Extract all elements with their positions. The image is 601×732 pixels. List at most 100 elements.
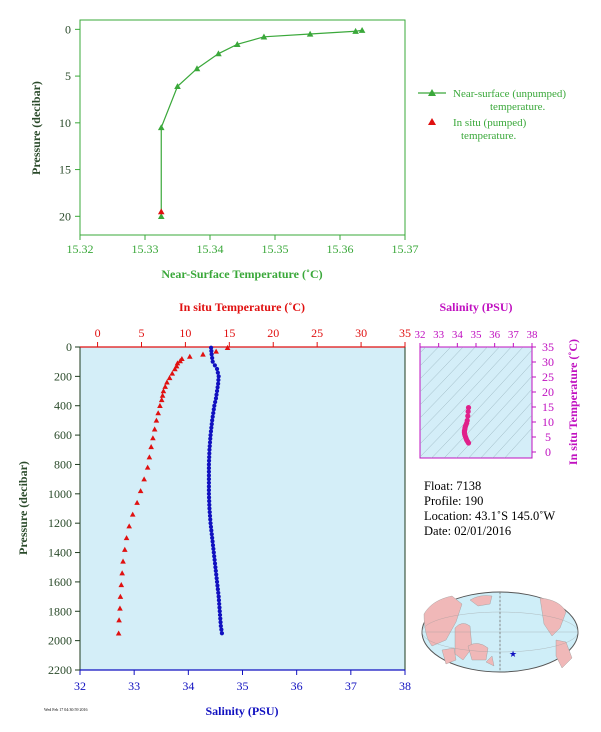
salinity-point	[217, 605, 222, 610]
salinity-point	[206, 484, 212, 489]
ts-point	[465, 405, 472, 411]
profile-y-tick-label: 1000	[48, 487, 72, 501]
salinity-point	[214, 572, 219, 577]
salinity-point	[216, 598, 222, 603]
salinity-point	[209, 528, 214, 533]
near-surface-legend: Near-surface (unpumped) temperature. In s…	[418, 88, 566, 142]
salinity-point	[214, 576, 219, 581]
salinity-point	[208, 517, 213, 522]
salinity-point	[206, 488, 212, 493]
in-situ-point	[157, 208, 165, 215]
temperature-point	[116, 617, 122, 623]
salinity-point	[207, 513, 213, 518]
salinity-point	[212, 363, 217, 368]
ts-density-contour	[420, 347, 439, 367]
near-surface-y-tick-label: 5	[65, 69, 71, 83]
salinity-point	[207, 451, 212, 456]
near-surface-plot-area	[79, 19, 406, 236]
ts-x-tick-label: 35	[471, 329, 483, 341]
ts-x-tick-label: 34	[452, 329, 464, 341]
salinity-point	[216, 374, 221, 379]
date: Date: 02/01/2016	[424, 524, 512, 538]
salinity-point	[206, 473, 212, 478]
profile-bottom-tick-label: 36	[291, 679, 303, 693]
near-surface-y-tick-label: 15	[59, 163, 71, 177]
temperature-point	[213, 348, 219, 354]
salinity-point	[206, 491, 212, 496]
salinity-point	[215, 587, 220, 592]
ts-density-contour	[420, 347, 476, 406]
ts-y-tick-label: 5	[545, 430, 551, 444]
salinity-point	[218, 616, 223, 621]
near-surface-point	[234, 41, 241, 47]
ts-density-contour	[480, 401, 532, 458]
salinity-point	[208, 429, 214, 434]
world-map: ★	[421, 591, 579, 673]
salinity-point	[210, 418, 215, 423]
salinity-point	[219, 627, 224, 632]
temperature-point	[134, 499, 140, 505]
temperature-point	[224, 344, 231, 350]
ts-y-label: In situ Temperature (˚C)	[566, 339, 580, 465]
near-surface-series-line	[160, 29, 363, 217]
ts-x-tick-label: 36	[489, 329, 501, 341]
salinity-point	[206, 462, 212, 467]
near-surface-y-tick-label: 0	[65, 22, 71, 36]
ts-y-tick-label: 20	[542, 385, 554, 399]
temperature-point	[150, 435, 156, 441]
profile-top-tick-label: 15	[223, 326, 235, 340]
legend-label-near-surface: Near-surface (unpumped) temperature.	[453, 88, 566, 113]
temperature-point	[157, 402, 163, 408]
temperature-point	[177, 358, 183, 364]
profile-y-tick-label: 2000	[48, 634, 72, 648]
salinity-point	[207, 440, 213, 445]
temperature-point	[159, 392, 166, 398]
temperature-point	[158, 397, 165, 403]
salinity-point	[214, 579, 220, 585]
ts-density-contour	[492, 414, 532, 458]
profile-y-tick-label: 0	[66, 340, 72, 354]
ts-x-tick-label: 32	[415, 329, 426, 341]
salinity-point	[213, 565, 218, 570]
near-surface-x-tick-label: 15.32	[67, 242, 94, 256]
near-surface-x-tick-label: 15.36	[327, 242, 354, 256]
ts-x-tick-label: 37	[508, 329, 520, 341]
ts-y-tick-label: 0	[545, 445, 551, 459]
temperature-point	[146, 454, 153, 460]
salinity-point	[217, 601, 222, 607]
profile-bottom-tick-label: 38	[399, 679, 411, 693]
profile-y-tick-label: 400	[54, 399, 72, 413]
ts-y-tick-label: 25	[542, 370, 554, 384]
temperature-point	[120, 558, 126, 564]
temperature-point	[155, 410, 161, 416]
salinity-point	[216, 381, 221, 386]
salinity-point	[207, 447, 212, 452]
salinity-point	[206, 469, 212, 474]
profile-top-tick-label: 10	[179, 326, 191, 340]
salinity-point	[208, 436, 213, 441]
near-surface-point	[306, 30, 314, 37]
near-surface-x-label: Near-Surface Temperature (˚C)	[161, 267, 322, 281]
ts-density-contour	[420, 347, 452, 380]
profile-y-tick-label: 1200	[48, 516, 72, 530]
temperature-point	[119, 570, 125, 576]
near-surface-series	[157, 26, 366, 219]
legend-marker-near-surface	[428, 89, 436, 96]
profile-number: Profile: 190	[424, 494, 484, 508]
salinity-point	[206, 495, 212, 500]
temperature-point	[164, 379, 170, 385]
map-land	[423, 595, 573, 669]
ts-density-contour	[468, 388, 532, 458]
temperature-point	[200, 351, 206, 357]
salinity-point	[209, 532, 214, 537]
salinity-point	[211, 410, 216, 416]
temperature-point	[117, 605, 123, 611]
salinity-point	[213, 396, 219, 401]
ts-y-tick-label: 35	[542, 340, 554, 354]
ts-density-contour	[420, 347, 488, 419]
temperature-point	[141, 476, 147, 482]
legend-label-in-situ: In situ (pumped) temperature.	[453, 117, 527, 142]
salinity-point	[218, 623, 223, 629]
